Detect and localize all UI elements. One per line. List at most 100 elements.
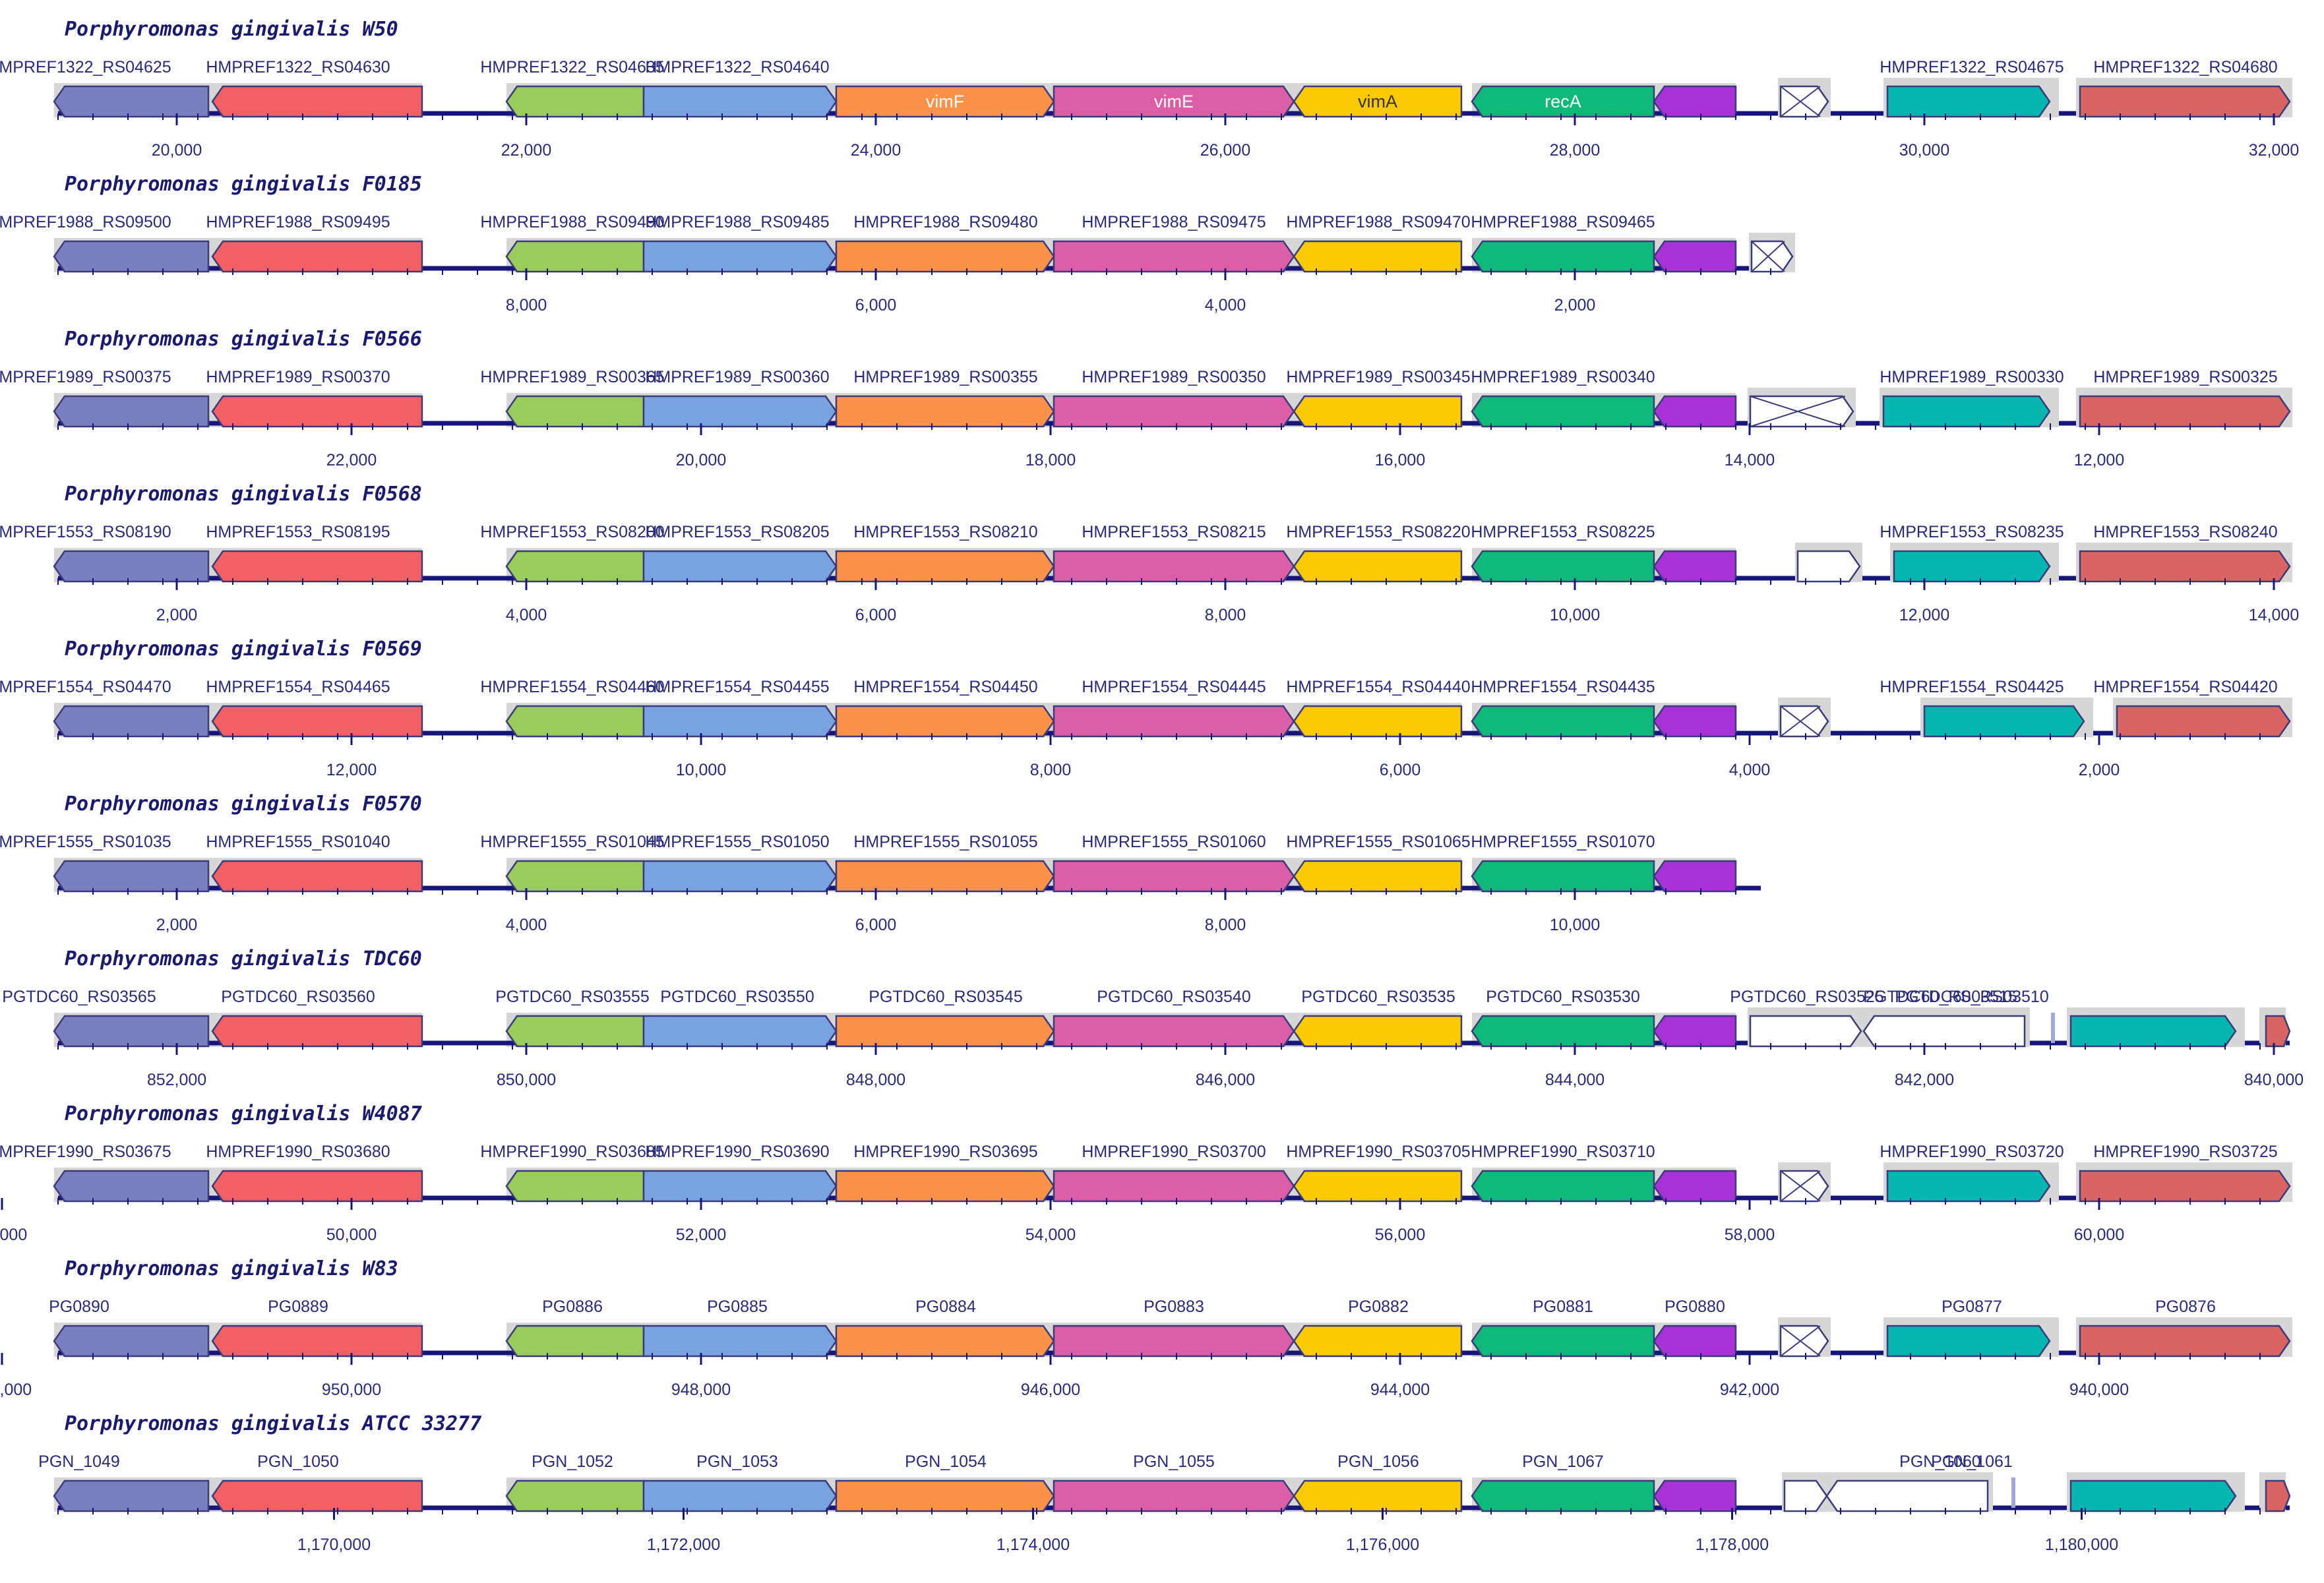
gene-c8[interactable] — [1471, 860, 1655, 893]
gene-c4[interactable] — [642, 1325, 838, 1358]
gene-c4[interactable] — [642, 240, 838, 273]
gene-c7[interactable] — [1293, 1170, 1463, 1203]
gene-c5[interactable] — [835, 705, 1055, 738]
gene-c6[interactable] — [1053, 1015, 1295, 1048]
gene-c5[interactable] — [835, 550, 1055, 583]
gene-c1[interactable] — [53, 705, 210, 738]
gene-unmatched[interactable] — [1779, 705, 1829, 738]
gene-c8[interactable] — [1471, 1170, 1655, 1203]
gene-c6[interactable] — [1053, 1170, 1295, 1203]
gene-c2[interactable] — [211, 1325, 423, 1358]
gene-unmatched[interactable] — [1750, 240, 1794, 273]
gene-c5[interactable] — [835, 1170, 1055, 1203]
gene-c4[interactable] — [642, 395, 838, 428]
gene-c9[interactable] — [1653, 1170, 1737, 1203]
gene-c2[interactable] — [211, 860, 423, 893]
gene-c2[interactable] — [211, 395, 423, 428]
gene-c4[interactable] — [642, 1015, 838, 1048]
gene-c5[interactable] — [835, 860, 1055, 893]
gene-c13[interactable] — [2079, 1170, 2291, 1203]
gene-c6[interactable] — [1053, 705, 1295, 738]
gene-c2[interactable] — [211, 85, 423, 118]
gene-c2[interactable] — [211, 1479, 423, 1512]
gene-c6[interactable] — [1053, 550, 1295, 583]
gene-c5[interactable] — [835, 1479, 1055, 1512]
gene-c3[interactable] — [505, 240, 645, 273]
gene-unmatched[interactable] — [1749, 1015, 1862, 1048]
gene-c8[interactable] — [1471, 240, 1655, 273]
gene-c9[interactable] — [1653, 85, 1737, 118]
gene-c4[interactable] — [642, 85, 838, 118]
gene-c2[interactable] — [211, 240, 423, 273]
gene-c2[interactable] — [211, 1015, 423, 1048]
gene-c9[interactable] — [1653, 395, 1737, 428]
gene-c4[interactable] — [642, 860, 838, 893]
gene-c1[interactable] — [53, 1015, 210, 1048]
gene-c3[interactable] — [505, 550, 645, 583]
gene-c3[interactable] — [505, 1479, 645, 1512]
gene-c4[interactable] — [642, 1479, 838, 1512]
gene-c5[interactable] — [835, 85, 1055, 118]
gene-c8[interactable] — [1471, 395, 1655, 428]
gene-c9[interactable] — [1653, 1325, 1737, 1358]
gene-c12[interactable] — [1923, 705, 2085, 738]
gene-c8[interactable] — [1471, 550, 1655, 583]
gene-unmatched[interactable] — [1779, 1325, 1829, 1358]
gene-c1[interactable] — [53, 395, 210, 428]
gene-c4[interactable] — [642, 1170, 838, 1203]
gene-c6[interactable] — [1053, 85, 1295, 118]
gene-c5[interactable] — [835, 1325, 1055, 1358]
gene-c12[interactable] — [1886, 1325, 2051, 1358]
gene-c9[interactable] — [1653, 1015, 1737, 1048]
gene-c1[interactable] — [53, 1479, 210, 1512]
gene-c5[interactable] — [835, 395, 1055, 428]
gene-c8[interactable] — [1471, 1479, 1655, 1512]
gene-c3[interactable] — [505, 85, 645, 118]
gene-c12[interactable] — [1886, 1170, 2051, 1203]
gene-c9[interactable] — [1653, 550, 1737, 583]
gene-c3[interactable] — [505, 1015, 645, 1048]
gene-c4[interactable] — [642, 550, 838, 583]
gene-c6[interactable] — [1053, 395, 1295, 428]
gene-c1[interactable] — [53, 860, 210, 893]
gene-c7[interactable] — [1293, 550, 1463, 583]
gene-c7[interactable] — [1293, 1015, 1463, 1048]
gene-c9[interactable] — [1653, 860, 1737, 893]
gene-c2[interactable] — [211, 705, 423, 738]
gene-c13[interactable] — [2079, 550, 2291, 583]
gene-stub[interactable] — [2265, 1015, 2291, 1048]
gene-c6[interactable] — [1053, 1479, 1295, 1512]
gene-c2[interactable] — [211, 1170, 423, 1203]
gene-unmatched[interactable] — [1825, 1479, 1989, 1512]
gene-c6[interactable] — [1053, 860, 1295, 893]
gene-c1[interactable] — [53, 550, 210, 583]
gene-c7[interactable] — [1293, 395, 1463, 428]
gene-c9[interactable] — [1653, 1479, 1737, 1512]
gene-c6[interactable] — [1053, 240, 1295, 273]
gene-unmatched[interactable] — [1783, 1479, 1828, 1512]
gene-c3[interactable] — [505, 1325, 645, 1358]
gene-c12[interactable] — [2069, 1479, 2237, 1512]
gene-c13[interactable] — [2116, 705, 2291, 738]
gene-c3[interactable] — [505, 1170, 645, 1203]
gene-c13[interactable] — [2079, 395, 2291, 428]
gene-c1[interactable] — [53, 1170, 210, 1203]
gene-c2[interactable] — [211, 550, 423, 583]
gene-c8[interactable] — [1471, 85, 1655, 118]
gene-c7[interactable] — [1293, 85, 1463, 118]
gene-c13[interactable] — [2079, 85, 2291, 118]
gene-c13[interactable] — [2079, 1325, 2291, 1358]
gene-c1[interactable] — [53, 240, 210, 273]
gene-c4[interactable] — [642, 705, 838, 738]
gene-unmatched[interactable] — [1779, 85, 1829, 118]
gene-c1[interactable] — [53, 85, 210, 118]
gene-c9[interactable] — [1653, 240, 1737, 273]
gene-unmatched[interactable] — [1862, 1015, 2026, 1048]
gene-c7[interactable] — [1293, 240, 1463, 273]
gene-unmatched[interactable] — [1796, 550, 1861, 583]
gene-c8[interactable] — [1471, 1015, 1655, 1048]
gene-c7[interactable] — [1293, 1479, 1463, 1512]
gene-c5[interactable] — [835, 240, 1055, 273]
gene-c8[interactable] — [1471, 1325, 1655, 1358]
gene-c12[interactable] — [1886, 85, 2051, 118]
